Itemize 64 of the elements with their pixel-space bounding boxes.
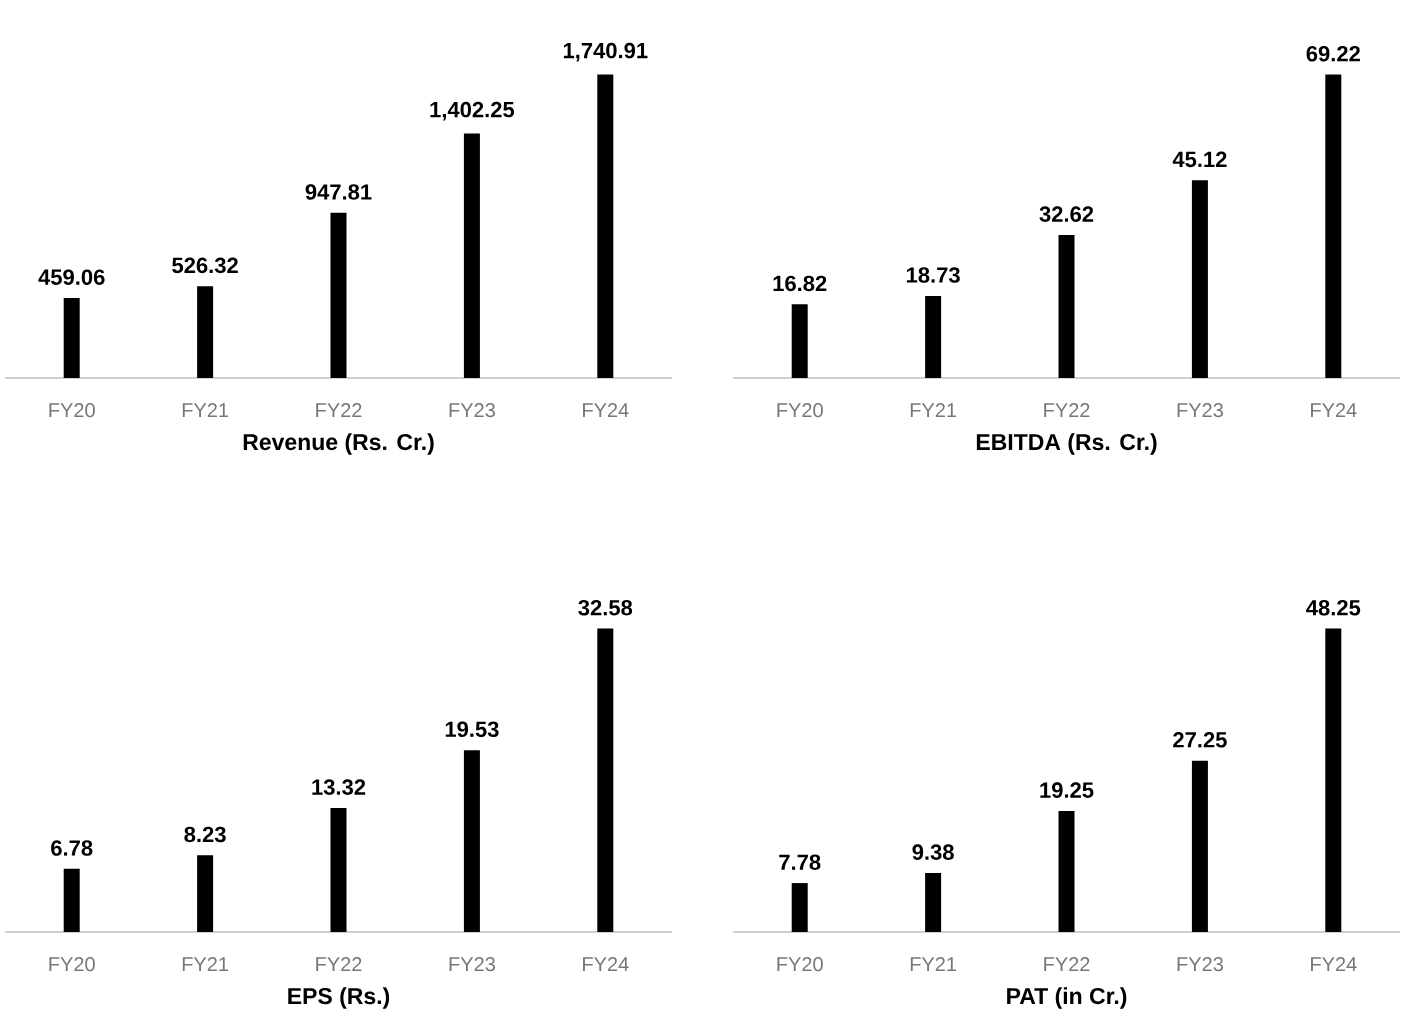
- data-label: 45.12: [1172, 151, 1227, 168]
- x-tick-label: FY23: [1177, 957, 1223, 972]
- data-label: 1,740.91: [563, 42, 648, 62]
- bar: [925, 873, 942, 932]
- bar: [1325, 74, 1342, 378]
- data-label: 1,402.25: [430, 101, 515, 121]
- bar: [1191, 760, 1208, 932]
- data-label: 19.25: [1040, 782, 1094, 798]
- bar: [463, 750, 480, 932]
- bar: [925, 295, 942, 378]
- x-tick-label: FY23: [1177, 403, 1223, 418]
- x-tick-label: FY20: [49, 403, 95, 418]
- data-label: 526.32: [172, 257, 238, 274]
- bar: [330, 212, 347, 378]
- x-tick-label: FY24: [1311, 403, 1357, 418]
- x-tick-label: FY21: [910, 403, 957, 418]
- bar: [463, 133, 480, 378]
- bar: [197, 855, 214, 932]
- data-label: 32.62: [1039, 206, 1094, 222]
- bar: [1325, 628, 1342, 932]
- data-label: 459.06: [38, 269, 105, 285]
- x-tick-label: FY20: [777, 957, 823, 972]
- text: EBITDA (Rs. Cr.): [976, 433, 1157, 455]
- x-tick-label: FY20: [49, 957, 95, 972]
- x-tick-label: FY22: [316, 957, 362, 972]
- x-tick-label: FY24: [1311, 957, 1357, 972]
- x-tick-label: FY21: [182, 403, 229, 418]
- data-label: 9.38: [912, 844, 954, 860]
- data-label: 13.32: [312, 779, 366, 795]
- x-tick-label: FY24: [583, 957, 629, 972]
- bar: [597, 628, 614, 932]
- x-tick-label: FY24: [583, 403, 629, 418]
- bar: [1191, 180, 1208, 378]
- text: Revenue (Rs. Cr.): [243, 433, 434, 455]
- data-label: 16.82: [773, 275, 827, 292]
- data-label: 947.81: [305, 184, 372, 200]
- bar: [1058, 235, 1075, 378]
- data-label: 69.22: [1306, 45, 1360, 62]
- bar: [597, 74, 614, 378]
- x-tick-label: FY22: [1044, 403, 1090, 418]
- x-tick-label: FY22: [316, 403, 362, 418]
- bar: [791, 883, 808, 932]
- x-tick-label: FY23: [449, 403, 495, 418]
- data-label: 48.25: [1306, 599, 1361, 616]
- x-tick-label: FY23: [449, 957, 495, 972]
- bar: [197, 286, 214, 378]
- data-label: 32.58: [578, 599, 633, 616]
- x-tick-label: FY22: [1044, 957, 1090, 972]
- x-tick-label: FY20: [777, 403, 823, 418]
- data-label: 6.78: [51, 840, 93, 856]
- text: EPS (Rs.): [288, 987, 390, 1009]
- bar: [1058, 810, 1075, 932]
- data-label: 7.78: [779, 854, 821, 871]
- bar: [791, 304, 808, 378]
- bar: [63, 298, 80, 378]
- bar: [63, 868, 80, 932]
- data-label: 18.73: [906, 267, 960, 283]
- bar: [330, 807, 347, 932]
- x-tick-label: FY21: [910, 957, 957, 972]
- data-label: 19.53: [445, 721, 499, 738]
- text: PAT (in Cr.): [1007, 987, 1127, 1009]
- x-tick-label: FY21: [182, 957, 229, 972]
- data-label: 27.25: [1173, 732, 1227, 748]
- data-label: 8.23: [184, 826, 226, 843]
